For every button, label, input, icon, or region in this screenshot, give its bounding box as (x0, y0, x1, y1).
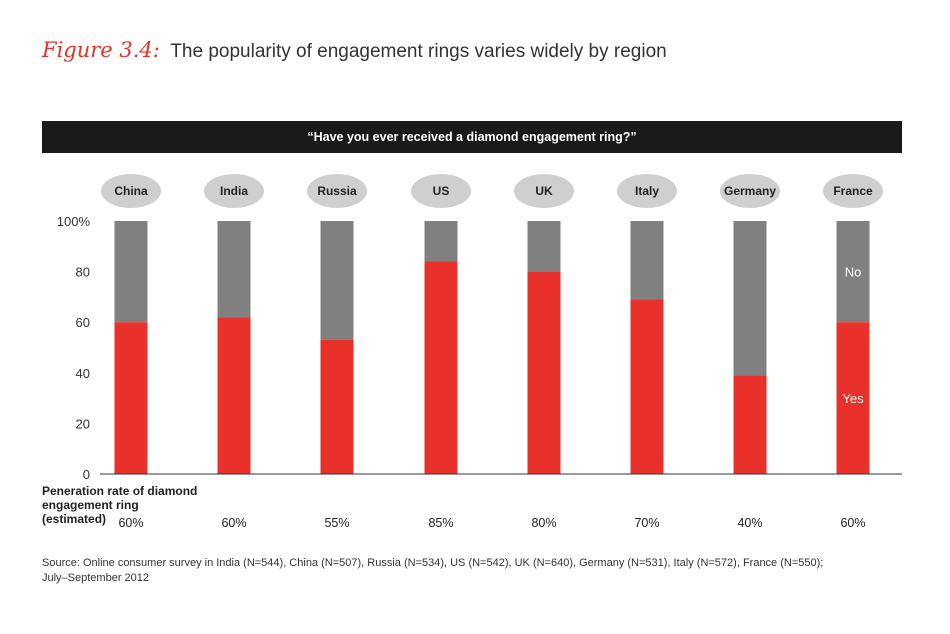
penetration-label-line: Peneration rate of diamond (42, 484, 198, 498)
survey-question: “Have you ever received a diamond engage… (307, 130, 637, 144)
y-tick-label: 20 (76, 416, 90, 431)
bar-yes-segment (527, 271, 561, 474)
y-tick-label: 40 (76, 366, 90, 381)
bar-no-segment (733, 221, 767, 376)
country-label: US (433, 184, 450, 198)
y-tick-label: 80 (76, 265, 90, 280)
bar-no-segment (320, 221, 354, 340)
series-label-yes: Yes (842, 391, 864, 406)
country-label: Russia (317, 184, 357, 198)
bar-yes-segment (733, 375, 767, 474)
bar-yes-segment (320, 339, 354, 474)
penetration-rate-value: 60% (118, 516, 143, 530)
penetration-rate-value: 80% (531, 516, 556, 530)
country-map-icon (823, 174, 883, 208)
bar-no-segment (630, 221, 664, 300)
footnote-line: July–September 2012 (42, 572, 150, 584)
figure-title: The popularity of engagement rings varie… (170, 41, 667, 62)
y-tick-label: 0 (83, 467, 90, 482)
bar-no-segment (836, 221, 870, 323)
penetration-label-line: engagement ring (42, 498, 139, 512)
bar-no-segment (114, 221, 148, 323)
country-label: India (220, 184, 248, 198)
bar-yes-segment (217, 317, 251, 474)
country-label: China (114, 184, 148, 198)
bar-no-segment (527, 221, 561, 272)
figure-title-row: Figure 3.4: The popularity of engagement… (42, 38, 667, 63)
penetration-rate-value: 60% (840, 516, 865, 530)
country-label: Italy (635, 184, 659, 198)
penetration-rate-value: 60% (221, 516, 246, 530)
bar-yes-segment (836, 322, 870, 474)
source-footnote: Source: Online consumer survey in India … (42, 556, 902, 586)
series-label-no: No (845, 265, 862, 280)
footnote-line: Source: Online consumer survey in India … (42, 557, 824, 569)
country-map-icon (720, 174, 780, 208)
country-map-icon (411, 174, 471, 208)
figure-label: Figure 3.4: (42, 38, 160, 62)
penetration-rate-value: 40% (737, 516, 762, 530)
country-map-icon (307, 174, 367, 208)
y-tick-label: 60 (76, 315, 90, 330)
bar-yes-segment (630, 299, 664, 474)
country-map-icon (514, 174, 574, 208)
country-map-icon (617, 174, 677, 208)
bar-yes-segment (424, 261, 458, 474)
country-map-icon (101, 174, 161, 208)
penetration-rate-value: 70% (634, 516, 659, 530)
penetration-label-line: (estimated) (42, 512, 107, 526)
penetration-rate-value: 85% (428, 516, 453, 530)
bar-yes-segment (114, 322, 148, 474)
bar-no-segment (424, 221, 458, 262)
country-label: France (833, 184, 873, 198)
country-map-icon (204, 174, 264, 208)
y-tick-label: 100% (57, 214, 91, 229)
survey-question-banner: “Have you ever received a diamond engage… (42, 121, 902, 153)
penetration-rate-label: Peneration rate of diamond engagement ri… (42, 484, 197, 526)
country-label: UK (535, 184, 553, 198)
penetration-rate-value: 55% (324, 516, 349, 530)
country-label: Germany (724, 184, 776, 198)
bar-no-segment (217, 221, 251, 318)
